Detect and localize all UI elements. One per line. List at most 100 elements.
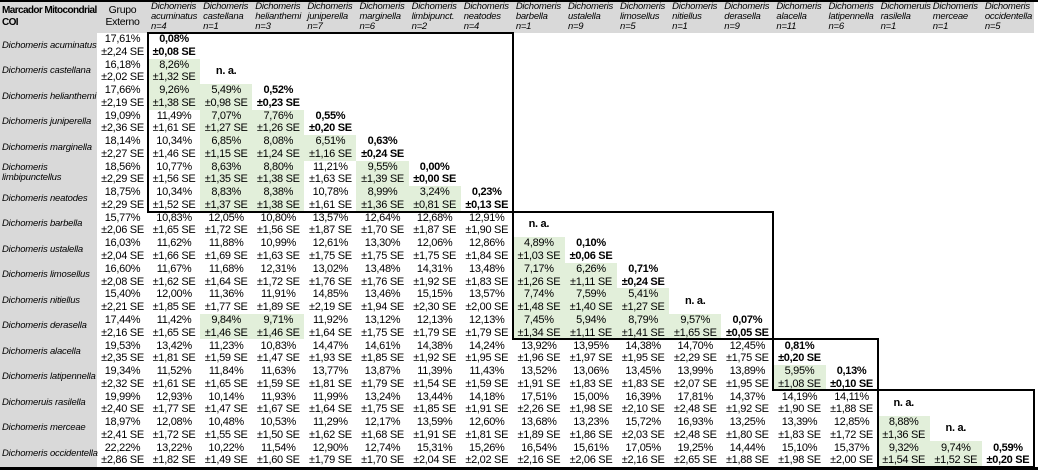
outgroup-distance-cell: 18,14% ±2,27 SE: [101, 135, 144, 160]
distance-cell: 11,54% ±1,60 SE: [256, 441, 300, 467]
distance-cell: 7,59% ±1,40 SE: [564, 288, 618, 314]
distance-cell: 13,99% ±2,07 SE: [673, 365, 717, 390]
distance-cell: 13,39% ±1,83 SE: [778, 416, 821, 441]
intraspecific-cell: 0,23% ±0,13 SE: [465, 186, 509, 211]
distance-cell: 14,44% ±1,88 SE: [725, 441, 769, 467]
distance-cell: 10,22% ±1,49 SE: [204, 441, 248, 467]
distance-cell: 17,81% ±2,48 SE: [673, 390, 717, 416]
distance-cell: 4,89% ±1,03 SE: [512, 237, 565, 263]
intraspecific-cell-na: n. a.: [215, 64, 237, 77]
outgroup-distance-cell: 19,99% ±2,40 SE: [101, 390, 144, 416]
distance-cell: 9,26% ±1,38 SE: [148, 84, 201, 110]
distance-cell: 15,00% ±1,98 SE: [569, 390, 613, 416]
distance-cell: 14,70% ±2,29 SE: [673, 339, 717, 365]
distance-cell: 14,11% ±1,88 SE: [830, 390, 873, 416]
distance-cell: 8,80% ±1,38 SE: [252, 160, 305, 187]
outgroup-distance-cell: 16,03% ±2,04 SE: [101, 237, 144, 262]
distance-cell: 13,46% ±1,94 SE: [361, 288, 404, 314]
distance-cell: 11,91% ±1,89 SE: [256, 288, 300, 314]
distance-cell: 3,24% ±0,81 SE: [408, 186, 461, 212]
outgroup-distance-cell: 18,56% ±2,29 SE: [101, 160, 144, 186]
distance-cell: 5,49% ±0,98 SE: [200, 84, 253, 110]
distance-cell: 13,23% ±1,86 SE: [569, 416, 613, 441]
table-top-border: [0, 0, 1038, 2]
distance-cell: 14,61% ±1,85 SE: [361, 339, 404, 365]
distance-cell: 6,85% ±1,15 SE: [200, 135, 253, 161]
distance-cell: 15,10% ±1,98 SE: [778, 441, 821, 467]
distance-cell: 8,26% ±1,32 SE: [148, 58, 201, 85]
distance-cell: 14,38% ±1,95 SE: [621, 339, 665, 365]
intraspecific-cell: 0,07% ±0,05 SE: [725, 313, 769, 339]
row-label-neatodes: Dichomeris neatodes: [2, 192, 88, 204]
distance-cell: 13,57% ±2,00 SE: [465, 288, 509, 314]
distance-cell: 5,94% ±1,11 SE: [564, 313, 618, 340]
distance-cell: 12,31% ±1,72 SE: [256, 262, 300, 288]
distance-cell: 12,60% ±1,81 SE: [465, 416, 509, 441]
distance-cell: 11,99% ±1,64 SE: [309, 390, 352, 416]
distance-cell: 12,93% ±1,77 SE: [152, 390, 196, 416]
outgroup-column-header: Grupo Externo: [105, 4, 140, 28]
distance-cell: 11,42% ±1,65 SE: [152, 313, 196, 339]
distance-cell: 13,44% ±1,85 SE: [413, 390, 457, 416]
row-label-merceae: Dichomeris merceae: [2, 422, 86, 434]
distance-cell: 11,88% ±1,69 SE: [204, 237, 248, 262]
row-label-column-background: [0, 0, 97, 467]
distance-cell: 12,74% ±1,70 SE: [361, 441, 404, 467]
distance-cell: 19,25% ±2,65 SE: [673, 441, 717, 467]
column-header-occidentella: Dichomeris occidentella n=5: [984, 1, 1033, 32]
column-header-ustalella: Dichomeris ustalella n=9: [567, 1, 613, 32]
distance-cell: 13,52% ±1,91 SE: [517, 365, 561, 390]
outgroup-distance-cell: 19,34% ±2,32 SE: [101, 365, 144, 390]
distance-cell: 13,92% ±1,96 SE: [517, 339, 561, 365]
distance-cell: 7,74% ±1,48 SE: [512, 288, 565, 314]
outgroup-distance-cell: 16,18% ±2,02 SE: [101, 58, 144, 84]
distance-cell: 8,88% ±1,36 SE: [877, 415, 930, 442]
distance-cell: 15,37% ±2,00 SE: [830, 441, 873, 467]
distance-cell: 7,76% ±1,26 SE: [252, 109, 305, 136]
column-header-latipennella: Dichomeris latipennella n=6: [828, 1, 874, 32]
distance-cell: 6,26% ±1,11 SE: [564, 262, 618, 289]
distance-cell: 14,24% ±1,95 SE: [465, 339, 509, 365]
row-label-limosellus: Dichomeris limosellus: [2, 269, 90, 281]
outgroup-distance-cell: 17,44% ±2,16 SE: [101, 313, 144, 339]
intraspecific-cell: 0,59% ±0,20 SE: [986, 441, 1030, 467]
distance-cell: 11,43% ±1,59 SE: [465, 365, 509, 390]
outgroup-distance-cell: 15,40% ±2,21 SE: [101, 288, 144, 314]
distance-cell: 13,59% ±1,91 SE: [413, 416, 457, 441]
distance-cell: 10,48% ±1,55 SE: [204, 416, 248, 441]
distance-cell: 15,15% ±2,30 SE: [413, 288, 457, 314]
distance-cell: 11,29% ±1,62 SE: [309, 416, 352, 441]
distance-cell: 11,84% ±1,65 SE: [204, 365, 248, 390]
distance-cell: 13,89% ±1,95 SE: [725, 365, 769, 390]
outgroup-distance-cell: 22,22% ±2,86 SE: [101, 441, 144, 467]
distance-cell: 11,93% ±1,67 SE: [256, 390, 300, 416]
distance-cell: 10,99% ±1,63 SE: [256, 237, 300, 262]
distance-cell: 13,77% ±1,81 SE: [309, 365, 352, 390]
distance-cell: 14,47% ±1,93 SE: [309, 339, 352, 365]
intraspecific-cell: 0,13% ±0,10 SE: [830, 365, 873, 390]
intraspecific-cell-na: n. a.: [684, 294, 706, 307]
row-label-rasilella: Dichomeruis rasilella: [2, 396, 86, 408]
distance-cell: 7,17% ±1,26 SE: [512, 262, 565, 289]
distance-cell: 10,34% ±1,52 SE: [152, 186, 196, 211]
column-header-limbipunct: Dichomeris limbipunct. n=2: [411, 1, 457, 32]
distance-cell: 11,92% ±1,64 SE: [309, 313, 352, 339]
distance-cell: 12,06% ±1,75 SE: [413, 237, 457, 262]
column-header-barbella: Dichomeris barbella n=1: [515, 1, 561, 32]
distance-cell: 12,85% ±1,72 SE: [830, 416, 873, 441]
distance-cell: 7,45% ±1,34 SE: [512, 313, 565, 340]
distance-cell: 12,17% ±1,68 SE: [361, 416, 404, 441]
column-header-rasilella: Dichomeruis rasilella n=1: [880, 1, 931, 32]
distance-cell: 12,68% ±1,87 SE: [413, 211, 457, 237]
distance-cell: 12,91% ±1,90 SE: [465, 211, 509, 237]
column-header-alacella: Dichomeris alacella n=11: [776, 1, 822, 32]
outgroup-distance-cell: 19,53% ±2,35 SE: [101, 339, 144, 365]
distance-cell: 11,63% ±1,59 SE: [256, 365, 300, 390]
distance-cell: 8,08% ±1,24 SE: [252, 135, 305, 161]
distance-cell: 12,64% ±1,70 SE: [361, 211, 404, 237]
intraspecific-cell-na: n. a.: [893, 396, 914, 409]
row-label-nitiellus: Dichomeris nitiellus: [2, 294, 80, 306]
distance-cell: 13,95% ±1,97 SE: [569, 339, 613, 365]
distance-cell: 13,48% ±1,76 SE: [361, 262, 404, 288]
